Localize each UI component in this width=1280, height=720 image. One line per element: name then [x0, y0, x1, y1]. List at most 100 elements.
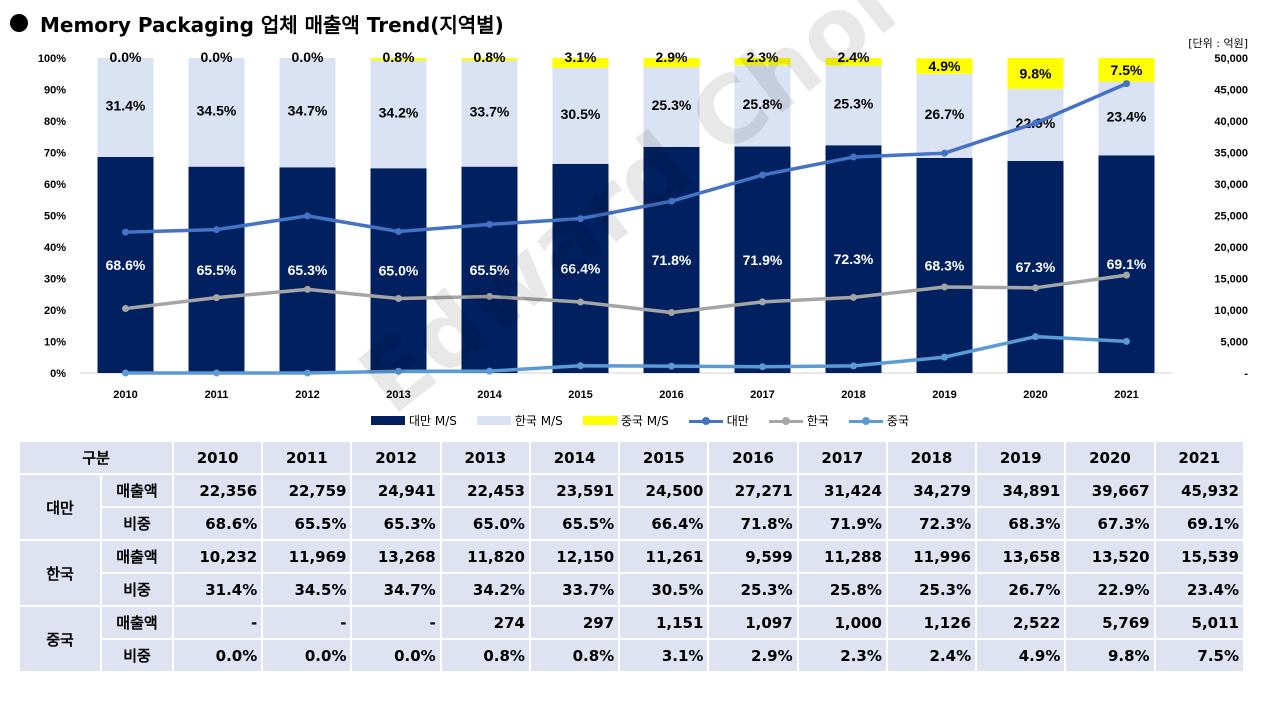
table-header-year: 2019	[977, 442, 1065, 473]
table-cell: 4.9%	[977, 640, 1065, 671]
x-axis-tick-label: 2014	[477, 389, 502, 401]
line-point	[395, 295, 402, 303]
line-series-대만	[125, 82, 1128, 234]
bar-segment	[461, 60, 518, 167]
bar-data-label: 65.5%	[470, 262, 510, 278]
data-table: 구분 2010 2011 2012 2013 2014 2015 2016 2017 2018 20…	[18, 440, 1245, 673]
bar-segment	[370, 168, 427, 373]
table-row: 한국 매출액 10,232 11,969 13,268 11,820 12,150 11,26…	[20, 541, 1243, 605]
legend-item-korea-ms: 한국 M/S	[476, 412, 563, 429]
line-point	[1123, 271, 1130, 279]
x-axis-tick-label: 2010	[113, 389, 137, 401]
table-cell: 1,151	[620, 607, 708, 638]
table-cell: -	[263, 607, 351, 638]
table-cell: 71.8%	[709, 508, 797, 539]
bar-data-label: 0.0%	[201, 49, 233, 65]
bar-segment	[279, 58, 336, 168]
legend-label: 중국	[886, 414, 910, 428]
legend-label: 대만	[726, 414, 749, 428]
table-cell: 11,261	[620, 541, 708, 572]
table-row: 비중 31.4% 34.5% 34.7% 34.2% 33.7% 30.5% 25.3% 25.…	[20, 574, 1243, 605]
bar-data-label: 2.9%	[656, 49, 688, 65]
bar-segment	[916, 157, 973, 373]
table-cell: 27,271	[709, 475, 797, 506]
table-cell: 31,424	[798, 475, 886, 506]
table-cell: 0.8%	[441, 640, 529, 671]
line-point	[668, 309, 675, 317]
bar-segment	[370, 58, 427, 61]
table-cell: 22,356	[174, 475, 262, 506]
table-cell: 69.1%	[1155, 508, 1243, 539]
table-cell: 22,759	[263, 475, 351, 506]
table-cell: 13,520	[1066, 541, 1154, 572]
table-cell: 11,820	[441, 541, 529, 572]
table-cell: 23,591	[530, 475, 619, 506]
line-point	[395, 367, 402, 375]
table-cell: 1,000	[798, 607, 886, 638]
table-cell: 9,599	[709, 541, 797, 572]
table-header-row: 구분 2010 2011 2012 2013 2014 2015 2016 2017 2018 20…	[20, 442, 1243, 473]
bar-segment	[916, 73, 973, 158]
combo-chart: 0% 10% 20% 30% 40% 50% 60% 70% 80% 90% 100% - 5,000 1…	[38, 49, 1248, 401]
bullet-icon	[10, 14, 28, 32]
table-cell: 65.5%	[263, 508, 351, 539]
line-point	[668, 197, 675, 205]
table-cell: 11,996	[887, 541, 976, 572]
table-header-year: 2015	[620, 442, 708, 473]
table-cell: 25.8%	[798, 574, 886, 605]
bar-data-label: 65.0%	[379, 263, 419, 279]
line-point	[213, 226, 220, 234]
bar-data-label: 25.3%	[652, 97, 692, 113]
line-point	[577, 298, 584, 306]
bar-data-label: 33.7%	[470, 104, 510, 120]
table-cell: 39,667	[1066, 475, 1154, 506]
left-axis-tick-label: 100%	[38, 53, 66, 65]
left-axis-tick-label: 10%	[44, 337, 66, 349]
table-cell: 2.4%	[887, 640, 976, 671]
line-point	[759, 298, 766, 306]
legend-item-korea: 한국	[768, 412, 829, 429]
table-row: 비중 68.6% 65.5% 65.3% 65.0% 65.5% 66.4% 71.8% 71.…	[20, 508, 1243, 539]
line-point	[122, 369, 129, 377]
x-axis-tick-label: 2015	[568, 389, 592, 401]
table-cell: 0.0%	[263, 640, 351, 671]
line-point	[850, 153, 857, 161]
table-cell: 34.7%	[352, 574, 440, 605]
table-header-year: 2014	[530, 442, 619, 473]
right-axis-tick-label: 40,000	[1214, 116, 1248, 128]
table-header-category: 구분	[20, 442, 173, 473]
line-point	[577, 215, 584, 223]
unit-label: [단위 : 억원]	[1188, 37, 1248, 50]
bar-data-label: 34.7%	[288, 103, 328, 119]
table-cell: 24,500	[620, 475, 708, 506]
table-row: 대만 매출액 22,356 22,759 24,941 22,453 23,591 24,50…	[20, 475, 1243, 539]
line-point	[850, 293, 857, 301]
table-cell: 71.9%	[798, 508, 886, 539]
table-cell: 10,232	[174, 541, 262, 572]
line-point	[122, 305, 129, 313]
table-cell: 11,969	[263, 541, 351, 572]
line-point	[1032, 333, 1039, 341]
bar-segment	[97, 156, 154, 373]
bar-data-label: 23.4%	[1107, 108, 1147, 124]
table-cell: 33.7%	[530, 574, 619, 605]
bar-segment	[1098, 58, 1155, 82]
bar-segment	[1007, 58, 1064, 89]
table-cell: 5,011	[1155, 607, 1243, 638]
table-header-year: 2011	[263, 442, 351, 473]
table-cell: 1,126	[887, 607, 976, 638]
bar-data-label: 3.1%	[565, 49, 597, 65]
bar-data-label: 71.9%	[743, 252, 783, 268]
bar-data-label: 71.8%	[652, 252, 692, 268]
bar-data-label: 69.1%	[1107, 256, 1147, 272]
table-cell: 12,150	[530, 541, 619, 572]
x-axis-tick-label: 2017	[750, 389, 774, 401]
right-axis-tick-label: 15,000	[1214, 274, 1248, 286]
left-axis-tick-label: 80%	[44, 116, 66, 128]
legend-label: 한국 M/S	[514, 414, 563, 428]
table-cell: 34,279	[887, 475, 976, 506]
bar-data-label: 65.5%	[197, 262, 237, 278]
chart-legend: 대만 M/S 한국 M/S 중국 M/S 대만 한국 중국	[0, 412, 1280, 429]
table-cell: 3.1%	[620, 640, 708, 671]
bar-segment	[1098, 155, 1155, 373]
